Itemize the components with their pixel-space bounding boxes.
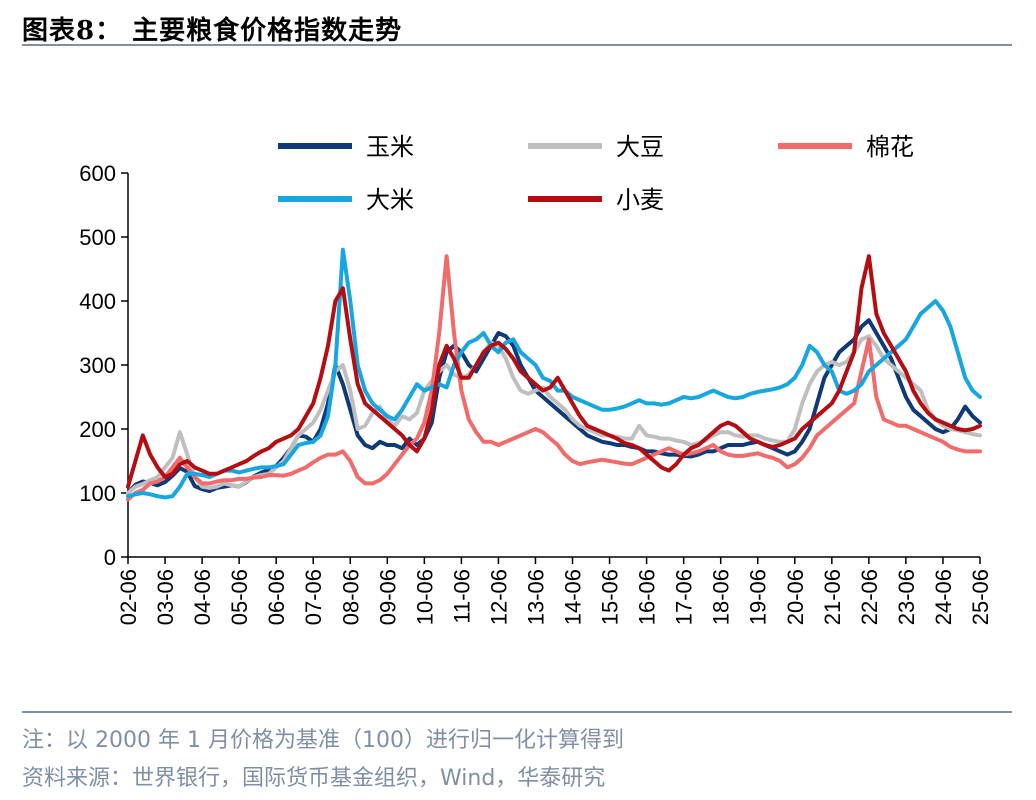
legend-label: 玉米 — [366, 133, 414, 161]
y-tick-label: 400 — [79, 289, 116, 314]
legend-label: 大豆 — [616, 133, 664, 161]
x-tick-label: 18-06 — [709, 569, 734, 625]
x-tick-label: 24-06 — [931, 569, 956, 625]
legend-label: 棉花 — [866, 133, 914, 161]
x-tick-label: 15-06 — [598, 569, 623, 625]
y-tick-label: 200 — [79, 417, 116, 442]
x-tick-label: 25-06 — [968, 569, 993, 625]
x-tick-label: 08-06 — [338, 569, 363, 625]
x-tick-label: 13-06 — [523, 569, 548, 625]
series-line-大米 — [126, 247, 982, 500]
x-tick-label: 05-06 — [227, 569, 252, 625]
x-tick-label: 10-06 — [412, 569, 437, 625]
x-tick-label: 03-06 — [153, 569, 178, 625]
x-tick-label: 14-06 — [561, 569, 586, 625]
x-tick-label: 22-06 — [857, 569, 882, 625]
legend-label: 小麦 — [616, 186, 664, 214]
line-chart: 0 100 200 300 400 500 600 02-06 03-06 04-06 05-06 0… — [79, 133, 993, 625]
x-tick-label: 12-06 — [486, 569, 511, 625]
figure-title: 图表8： 主要粮食价格指数走势 — [22, 16, 403, 46]
x-tick-label: 11-06 — [449, 569, 474, 624]
figure-source: 资料来源：世界银行，国际货币基金组织，Wind，华泰研究 — [22, 766, 606, 791]
title-bar: 图表8： 主要粮食价格指数走势 — [22, 10, 1012, 46]
x-tick-label: 20-06 — [783, 569, 808, 625]
x-tick-label: 02-06 — [116, 569, 141, 625]
chart-axes: 0 100 200 300 400 500 600 02-06 03-06 04-06 05-06 0… — [79, 161, 993, 625]
series-line-小麦 — [126, 254, 982, 489]
figure-note: 注：以 2000 年 1 月价格为基准（100）进行归一化计算得到 — [22, 728, 624, 753]
series-line-玉米 — [126, 318, 982, 495]
footer-rule — [22, 711, 1012, 713]
series-line-棉花 — [126, 254, 982, 502]
x-tick-label: 09-06 — [375, 569, 400, 625]
y-tick-label: 500 — [79, 225, 116, 250]
x-tick-label: 19-06 — [746, 569, 771, 625]
y-tick-label: 600 — [79, 161, 116, 186]
x-tick-label: 06-06 — [264, 569, 289, 625]
x-tick-label: 17-06 — [672, 569, 697, 625]
y-tick-label: 300 — [79, 353, 116, 378]
series-line-大豆 — [126, 334, 982, 495]
x-tick-label: 21-06 — [820, 569, 845, 625]
y-tick-label: 100 — [79, 481, 116, 506]
y-tick-label: 0 — [104, 545, 116, 570]
x-tick-label: 04-06 — [190, 569, 215, 625]
series-layer — [126, 247, 982, 502]
legend-label: 大米 — [366, 186, 414, 214]
x-tick-label: 23-06 — [894, 569, 919, 625]
x-tick-label: 16-06 — [635, 569, 660, 625]
x-tick-label: 07-06 — [301, 569, 326, 625]
